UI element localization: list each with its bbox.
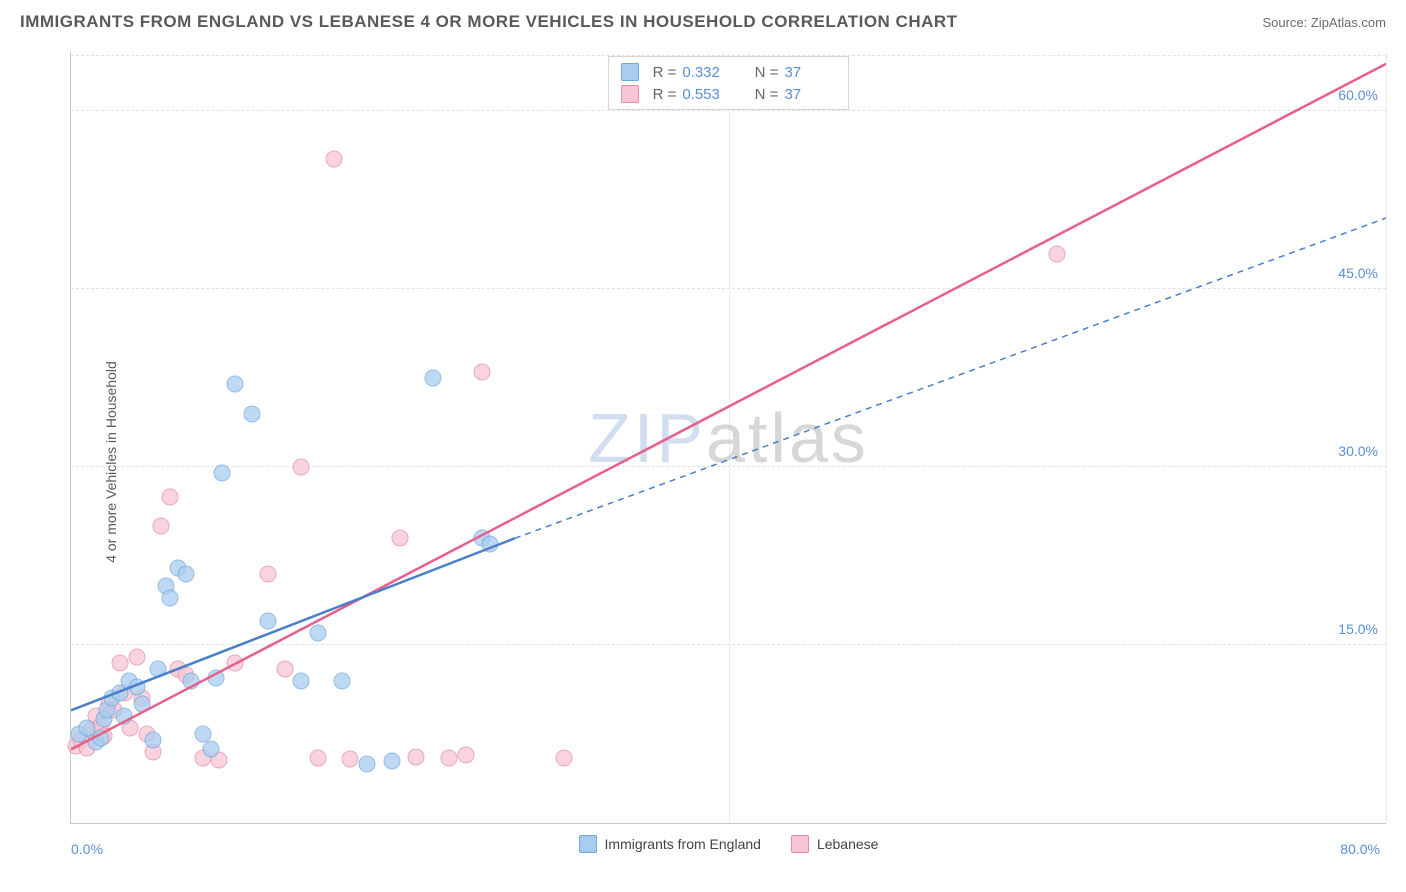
point-series-a [182,672,199,689]
point-series-b [391,530,408,547]
swatch-series-b-icon [791,835,809,853]
correlation-legend: R = 0.332 N = 37 R = 0.553 N = 37 [608,56,850,110]
point-series-b [556,749,573,766]
swatch-series-b [621,85,639,103]
point-series-a [358,755,375,772]
legend-row-b: R = 0.553 N = 37 [621,83,837,105]
point-series-b [408,748,425,765]
plot-area: R = 0.332 N = 37 R = 0.553 N = 37 ZIPatl… [70,52,1386,824]
point-series-a [115,708,132,725]
point-series-a [161,589,178,606]
point-series-a [214,465,231,482]
point-series-a [145,731,162,748]
legend-item-b: Lebanese [791,835,879,853]
x-axis-max: 80.0% [1340,841,1380,857]
y-tick-label: 30.0% [1338,443,1378,459]
point-series-a [243,405,260,422]
swatch-series-a-icon [579,835,597,853]
point-series-a [207,670,224,687]
point-series-a [92,729,109,746]
point-series-a [424,370,441,387]
point-series-a [260,613,277,630]
point-series-b [1049,245,1066,262]
legend-row-a: R = 0.332 N = 37 [621,61,837,83]
point-series-b [293,459,310,476]
point-series-b [128,648,145,665]
gridline-v [1386,52,1387,823]
point-series-a [334,672,351,689]
y-tick-label: 15.0% [1338,621,1378,637]
point-series-b [473,364,490,381]
gridline-v [729,52,730,823]
point-series-b [112,654,129,671]
point-series-b [441,749,458,766]
chart-area: 4 or more Vehicles in Household R = 0.33… [20,52,1386,872]
point-series-b [276,660,293,677]
point-series-b [153,518,170,535]
x-axis-min: 0.0% [71,841,103,857]
point-series-a [383,753,400,770]
y-tick-label: 60.0% [1338,87,1378,103]
point-series-b [457,747,474,764]
point-series-a [309,625,326,642]
point-series-a [293,672,310,689]
point-series-a [150,660,167,677]
swatch-series-a [621,63,639,81]
point-series-a [133,696,150,713]
point-series-a [128,678,145,695]
source-attribution: Source: ZipAtlas.com [1262,15,1386,30]
chart-title: IMMIGRANTS FROM ENGLAND VS LEBANESE 4 OR… [20,12,958,32]
series-legend: Immigrants from England Lebanese [579,835,879,853]
point-series-a [202,741,219,758]
point-series-a [194,726,211,743]
legend-item-a: Immigrants from England [579,835,761,853]
point-series-b [260,565,277,582]
y-tick-label: 45.0% [1338,265,1378,281]
point-series-b [342,750,359,767]
point-series-b [309,749,326,766]
point-series-a [178,565,195,582]
point-series-b [326,150,343,167]
point-series-b [227,654,244,671]
point-series-a [227,376,244,393]
point-series-b [161,488,178,505]
point-series-a [482,536,499,553]
